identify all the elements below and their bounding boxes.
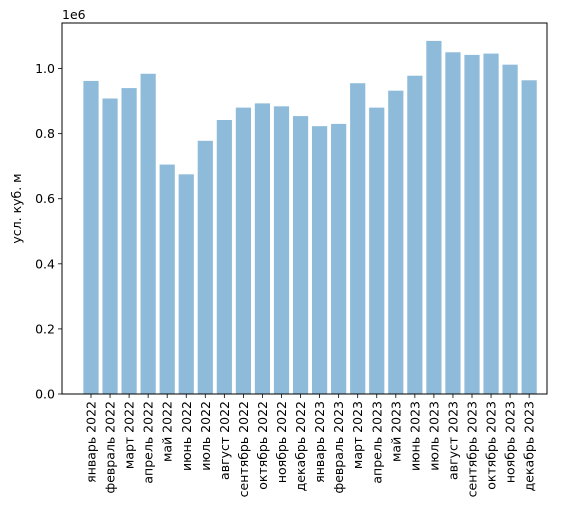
bar bbox=[350, 83, 366, 395]
bar bbox=[464, 54, 480, 394]
plot-frame bbox=[61, 22, 548, 395]
y-axis-label: усл. куб. м bbox=[9, 173, 24, 243]
bar bbox=[292, 116, 309, 394]
x-tick-label: октябрь 2023 bbox=[484, 401, 499, 490]
x-tick-label: сентябрь 2023 bbox=[465, 401, 480, 497]
x-tick-label: июль 2023 bbox=[426, 401, 441, 471]
y-axis: 0.0 0.2 0.4 0.6 0.8 1.0 bbox=[35, 61, 62, 402]
bar bbox=[216, 119, 232, 394]
x-tick-label: май 2023 bbox=[388, 401, 403, 462]
x-tick-label: май 2022 bbox=[160, 401, 175, 462]
bar bbox=[502, 64, 518, 394]
x-tick-label: март 2022 bbox=[122, 401, 137, 469]
bar bbox=[235, 107, 251, 395]
bar bbox=[445, 52, 461, 394]
bar bbox=[197, 140, 213, 394]
y-tick-label: 0.2 bbox=[35, 321, 55, 336]
x-tick-label: февраль 2023 bbox=[331, 401, 346, 493]
x-tick-label: август 2023 bbox=[445, 401, 460, 480]
x-tick-label: апрель 2022 bbox=[141, 401, 156, 484]
x-tick-label: ноябрь 2023 bbox=[503, 401, 518, 483]
x-tick-label: июнь 2023 bbox=[407, 401, 422, 471]
y-tick-label: 0.6 bbox=[35, 191, 55, 206]
bar bbox=[312, 126, 328, 394]
bar bbox=[159, 164, 175, 394]
x-axis: январь 2022 февраль 2022 март 2022 апрель 2… bbox=[84, 394, 537, 497]
x-tick-label: июль 2022 bbox=[198, 401, 213, 471]
x-tick-label: декабрь 2022 bbox=[293, 401, 308, 491]
bar bbox=[407, 75, 423, 394]
x-tick-label: март 2023 bbox=[350, 401, 365, 469]
bar bbox=[273, 106, 290, 394]
bar bbox=[483, 53, 499, 395]
bar bbox=[140, 73, 156, 395]
bar bbox=[121, 88, 137, 394]
bar bbox=[369, 107, 385, 395]
y-tick-label: 0.8 bbox=[35, 126, 55, 141]
bar bbox=[83, 80, 99, 395]
bar bbox=[331, 123, 347, 394]
x-tick-label: январь 2022 bbox=[84, 401, 99, 483]
y-tick-label: 1.0 bbox=[35, 61, 55, 76]
x-tick-label: август 2022 bbox=[217, 401, 232, 480]
x-tick-label: июнь 2022 bbox=[179, 401, 194, 471]
x-tick-label: ноябрь 2022 bbox=[274, 401, 289, 483]
y-tick-label: 0.4 bbox=[35, 256, 55, 271]
bars-group bbox=[83, 40, 537, 395]
y-tick-label: 0.0 bbox=[35, 387, 55, 402]
bar bbox=[102, 98, 118, 394]
y-offset-label: 1e6 bbox=[62, 7, 86, 22]
x-tick-label: апрель 2023 bbox=[369, 401, 384, 484]
bar bbox=[254, 103, 271, 394]
x-tick-label: сентябрь 2022 bbox=[236, 401, 251, 497]
x-tick-label: декабрь 2023 bbox=[522, 401, 537, 491]
x-tick-label: октябрь 2022 bbox=[255, 401, 270, 490]
x-tick-label: январь 2023 bbox=[312, 401, 327, 483]
x-tick-label: февраль 2022 bbox=[103, 401, 118, 493]
bar bbox=[388, 90, 404, 394]
bar bbox=[178, 174, 194, 394]
bar bbox=[426, 40, 442, 395]
bar bbox=[521, 80, 537, 394]
